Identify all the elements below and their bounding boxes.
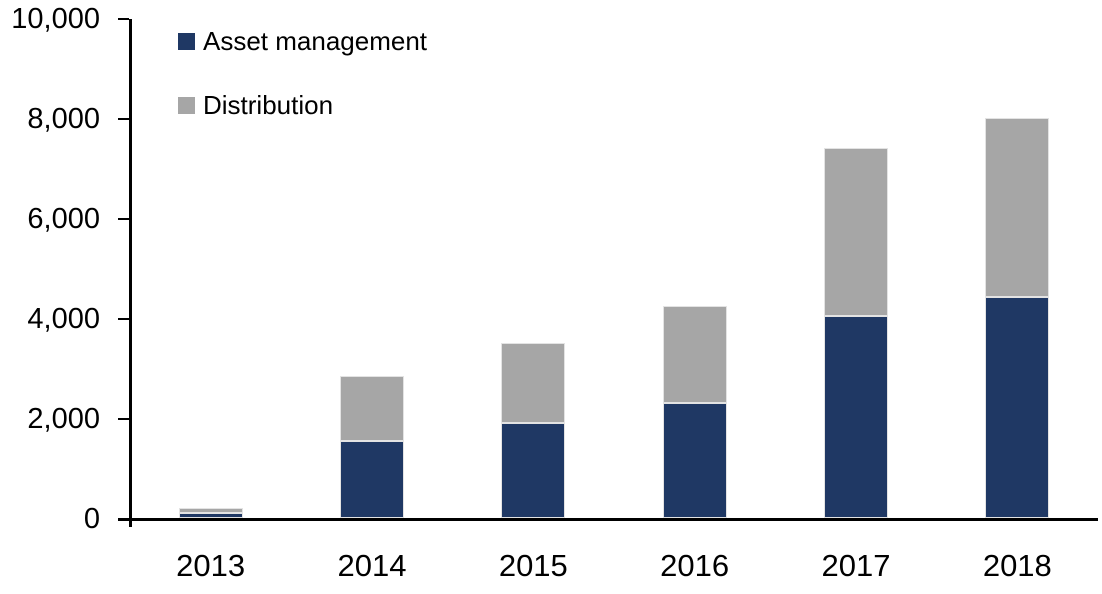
x-tick-label-2013: 2013 [176,548,246,583]
legend: Asset management Distribution [178,26,427,154]
bar-segment-asset-management-2014 [340,440,404,518]
legend-swatch-distribution [178,96,195,114]
y-tick-label: 8,000 [27,103,100,135]
legend-item-distribution: Distribution [178,90,427,120]
y-tick-mark [118,318,129,320]
bar-segment-asset-management-2016 [662,403,727,518]
y-tick-mark [118,518,129,520]
bar-segment-distribution-2014 [340,375,404,441]
y-tick-label: 2,000 [27,403,100,435]
y-tick-mark [118,218,129,220]
bar-segment-asset-management-2017 [824,315,888,518]
bar-segment-distribution-2013 [178,508,243,513]
bar-segment-distribution-2016 [662,305,727,403]
x-tick-label-2015: 2015 [498,548,568,583]
legend-swatch-asset-management [178,32,195,50]
bar-segment-distribution-2018 [985,118,1050,297]
y-tick-label: 6,000 [27,203,100,235]
x-tick-label-2017: 2017 [821,548,891,583]
legend-item-asset-management: Asset management [178,26,427,56]
bar-segment-distribution-2017 [824,148,888,316]
y-tick-mark [118,418,129,420]
bar-segment-asset-management-2015 [501,423,566,518]
x-tick-label-2018: 2018 [982,548,1052,583]
bar-segment-distribution-2015 [501,343,566,423]
y-tick-label: 10,000 [11,3,100,35]
y-tick-mark [118,18,129,20]
x-tick-label-2014: 2014 [337,548,407,583]
y-tick-label: 0 [83,503,100,535]
bar-segment-asset-management-2018 [985,296,1050,518]
y-tick-mark [118,118,129,120]
x-axis-line [118,517,1098,521]
x-tick-label-2016: 2016 [660,548,730,583]
bar-segment-asset-management-2013 [178,513,243,518]
legend-label: Asset management [203,25,428,56]
legend-label: Distribution [203,89,334,120]
y-axis-line [129,19,132,527]
y-tick-label: 4,000 [27,303,100,335]
